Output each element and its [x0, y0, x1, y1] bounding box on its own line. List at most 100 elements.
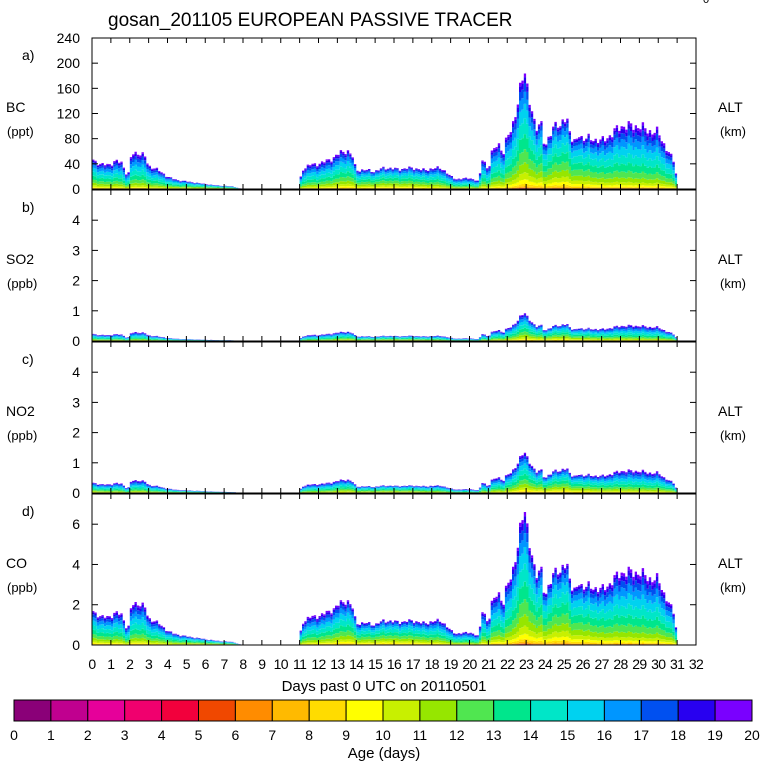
x-tick-label: 30	[651, 656, 666, 672]
colorbar-swatch	[161, 699, 200, 722]
y-tick-label: 4	[72, 364, 80, 380]
x-tick-label: 10	[274, 656, 289, 672]
right-axis-unit: (km)	[720, 276, 746, 291]
colorbar-tick-label: 6	[232, 727, 240, 743]
colorbar-swatch	[677, 699, 716, 722]
panel-letter: b)	[22, 199, 34, 215]
colorbar-tick-label: 10	[375, 727, 391, 743]
series-age-10	[92, 625, 678, 645]
series-age-11	[92, 334, 678, 341]
colorbar-tick-label: 9	[342, 727, 350, 743]
y-tick-label: 0	[72, 333, 80, 349]
panel-variable: NO2	[6, 403, 35, 419]
y-tick-label: 0	[72, 181, 80, 197]
y-tick-label: 200	[57, 55, 81, 71]
series-age-12	[92, 479, 678, 493]
colorbar-tick-label: 11	[413, 727, 428, 743]
y-tick-label: 1	[72, 455, 80, 471]
x-tick-label: 24	[538, 656, 553, 672]
x-tick-label: 4	[164, 656, 172, 672]
y-tick-label: 2	[72, 597, 80, 613]
y-tick-label: 40	[64, 156, 80, 172]
colorbar-swatch	[714, 699, 753, 722]
colorbar-tick-label: 16	[597, 727, 613, 743]
panel-frame	[91, 341, 697, 494]
panel-letter: a)	[22, 47, 34, 63]
colorbar-tick-label: 5	[195, 727, 203, 743]
y-tick-label: 2	[72, 273, 80, 289]
colorbar-swatch	[419, 699, 458, 722]
colorbar-tick-label: 19	[707, 727, 723, 743]
panel-so2	[91, 189, 697, 342]
colorbar-tick-label: 18	[670, 727, 686, 743]
x-tick-label: 3	[145, 656, 153, 672]
y-tick-label: 3	[72, 394, 80, 410]
colorbar-tick-label: 7	[268, 727, 276, 743]
x-tick-label: 7	[221, 656, 229, 672]
colorbar-tick-label: 12	[449, 727, 465, 743]
right-axis-label: ALT	[718, 99, 743, 115]
series-age-12	[92, 331, 678, 341]
colorbar-swatch	[567, 699, 605, 722]
colorbar-swatch	[345, 699, 384, 722]
colorbar-label: Age (days)	[348, 745, 421, 762]
colorbar-swatch	[50, 699, 89, 722]
series-age-8	[92, 638, 678, 645]
y-tick-label: 0	[72, 637, 80, 653]
colorbar-swatch	[234, 699, 273, 722]
series-age-14	[92, 468, 678, 493]
colorbar-tick-label: 15	[560, 727, 576, 743]
panel-co	[91, 493, 697, 646]
corner-mark: 0	[703, 0, 710, 6]
x-tick-label: 2	[126, 656, 134, 672]
series-age-8	[92, 183, 678, 189]
x-tick-label: 29	[632, 656, 647, 672]
x-tick-label: 14	[349, 656, 364, 672]
panel-unit: (ppb)	[7, 276, 37, 291]
series-age-10	[92, 172, 678, 189]
x-tick-label: 16	[387, 656, 402, 672]
series-age-16	[92, 459, 678, 493]
series-age-14	[92, 118, 678, 189]
colorbar-tick-label: 0	[10, 727, 18, 743]
x-tick-label: 5	[183, 656, 191, 672]
colorbar-tick-label: 2	[84, 727, 92, 743]
series-age-11	[92, 614, 678, 645]
panel-no2	[91, 341, 697, 494]
series-age-13	[92, 581, 678, 645]
x-tick-label: 18	[425, 656, 440, 672]
panel-letter: c)	[22, 351, 34, 367]
y-tick-label: 2	[72, 425, 80, 441]
colorbar-tick-label: 17	[634, 727, 650, 743]
y-tick-label: 1	[72, 303, 80, 319]
series-age-11	[92, 483, 678, 493]
x-tick-label: 25	[557, 656, 572, 672]
right-axis-unit: (km)	[720, 428, 746, 443]
y-tick-label: 240	[57, 30, 81, 46]
y-tick-label: 6	[72, 516, 80, 532]
y-tick-label: 3	[72, 242, 80, 258]
colorbar-swatch	[124, 699, 163, 722]
x-tick-label: 17	[406, 656, 421, 672]
colorbar-tick-label: 1	[47, 727, 55, 743]
series-age-12	[92, 599, 678, 645]
panel-bc	[91, 37, 697, 190]
colorbar-tick-label: 13	[486, 727, 502, 743]
x-tick-label: 13	[330, 656, 345, 672]
x-tick-label: 11	[293, 656, 307, 672]
series-age-11	[92, 162, 678, 189]
colorbar-swatch	[13, 699, 52, 722]
panel-variable: SO2	[6, 251, 34, 267]
panel-unit: (ppt)	[7, 124, 34, 139]
x-tick-label: 1	[107, 656, 115, 672]
chart-title: gosan_201105 EUROPEAN PASSIVE TRACER	[108, 10, 513, 31]
x-tick-label: 6	[202, 656, 210, 672]
x-axis-label: Days past 0 UTC on 20110501	[282, 678, 487, 695]
colorbar-tick-label: 4	[158, 727, 166, 743]
colorbar-tick-label: 8	[305, 727, 313, 743]
panel-frame	[91, 189, 697, 342]
y-tick-label: 80	[64, 131, 80, 147]
series-age-13	[92, 134, 678, 189]
series-age-15	[92, 103, 678, 189]
